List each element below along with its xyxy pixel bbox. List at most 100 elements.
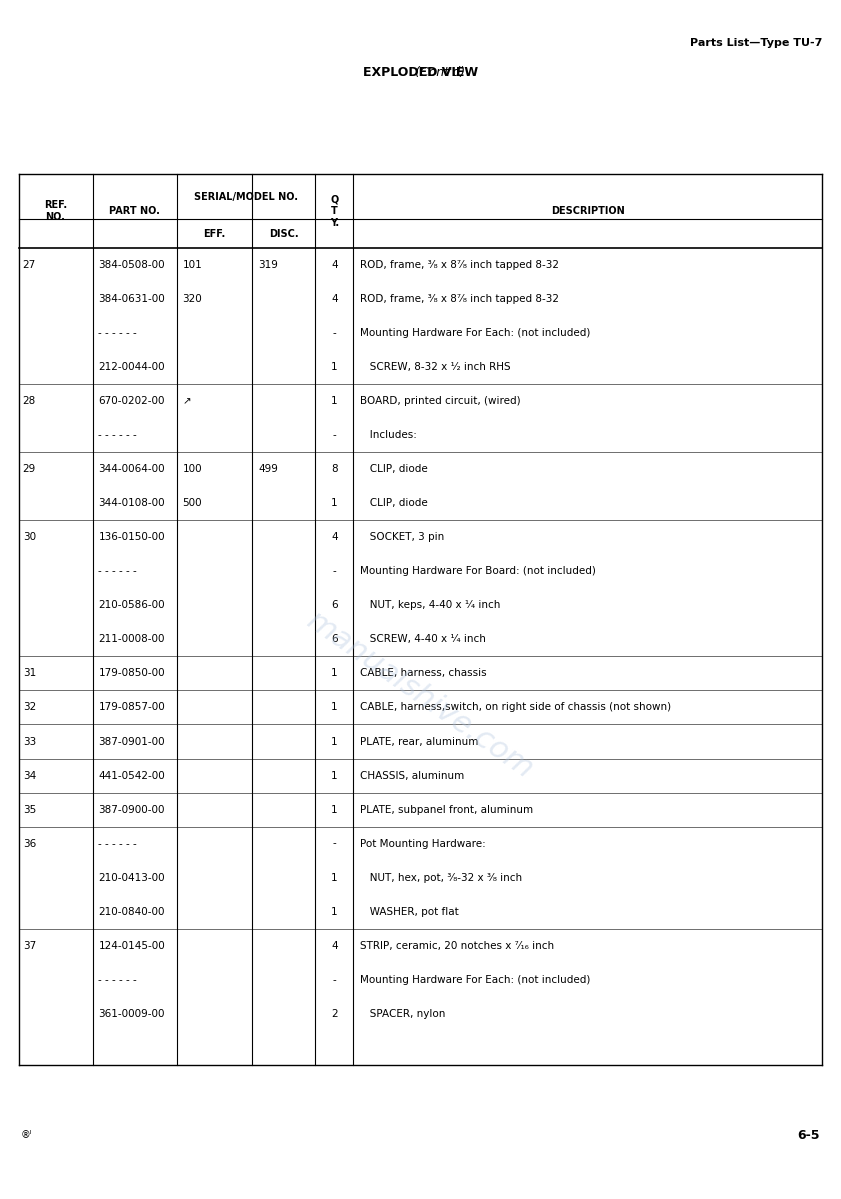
Text: 6: 6	[331, 601, 337, 610]
Text: Parts List—Type TU-7: Parts List—Type TU-7	[690, 38, 822, 48]
Text: 101: 101	[182, 260, 202, 270]
Text: ↗: ↗	[182, 397, 191, 406]
Text: 441-0542-00: 441-0542-00	[98, 771, 165, 781]
Text: 210-0413-00: 210-0413-00	[98, 873, 165, 882]
Text: 28: 28	[23, 397, 36, 406]
Text: 6-5: 6-5	[797, 1129, 820, 1143]
Text: 4: 4	[331, 260, 337, 270]
Text: CLIP, diode: CLIP, diode	[360, 464, 428, 475]
Text: 344-0064-00: 344-0064-00	[98, 464, 165, 475]
Text: 33: 33	[23, 736, 36, 747]
Text: 1: 1	[331, 499, 337, 508]
Text: 179-0850-00: 179-0850-00	[98, 669, 165, 679]
Text: 6: 6	[331, 634, 337, 644]
Text: PLATE, subpanel front, aluminum: PLATE, subpanel front, aluminum	[360, 805, 533, 814]
Text: SPACER, nylon: SPACER, nylon	[360, 1008, 446, 1019]
Text: Q
T
Y.: Q T Y.	[330, 194, 339, 228]
Text: EXPLODED VIEW: EXPLODED VIEW	[363, 66, 478, 79]
Text: 384-0631-00: 384-0631-00	[98, 294, 165, 305]
Text: 179-0857-00: 179-0857-00	[98, 703, 165, 712]
Text: 387-0900-00: 387-0900-00	[98, 805, 165, 814]
Text: 1: 1	[331, 669, 337, 679]
Text: 34: 34	[23, 771, 36, 781]
Text: 344-0108-00: 344-0108-00	[98, 499, 165, 508]
Text: WASHER, pot flat: WASHER, pot flat	[360, 906, 458, 916]
Text: - - - - - -: - - - - - -	[98, 329, 137, 338]
Text: CLIP, diode: CLIP, diode	[360, 499, 428, 508]
Text: Mounting Hardware For Each: (not included): Mounting Hardware For Each: (not include…	[360, 975, 590, 984]
Text: 1: 1	[331, 805, 337, 814]
Text: 211-0008-00: 211-0008-00	[98, 634, 165, 644]
Text: -: -	[332, 430, 336, 440]
Text: -: -	[332, 975, 336, 984]
Text: 499: 499	[258, 464, 278, 475]
Text: PLATE, rear, aluminum: PLATE, rear, aluminum	[360, 736, 479, 747]
Text: BOARD, printed circuit, (wired): BOARD, printed circuit, (wired)	[360, 397, 521, 406]
Text: 31: 31	[23, 669, 36, 679]
Text: 387-0901-00: 387-0901-00	[98, 736, 165, 747]
Text: 1: 1	[331, 362, 337, 372]
Text: SERIAL/MODEL NO.: SERIAL/MODEL NO.	[194, 192, 298, 201]
Text: 1: 1	[331, 771, 337, 781]
Text: CABLE, harness,switch, on right side of chassis (not shown): CABLE, harness,switch, on right side of …	[360, 703, 671, 712]
Text: -: -	[332, 838, 336, 849]
Text: ROD, frame, ³⁄₈ x 8⁷⁄₈ inch tapped 8-32: ROD, frame, ³⁄₈ x 8⁷⁄₈ inch tapped 8-32	[360, 260, 559, 270]
Text: 27: 27	[23, 260, 36, 270]
Text: 319: 319	[258, 260, 278, 270]
Text: - - - - - -: - - - - - -	[98, 838, 137, 849]
Text: STRIP, ceramic, 20 notches x ⁷⁄₁₆ inch: STRIP, ceramic, 20 notches x ⁷⁄₁₆ inch	[360, 941, 554, 951]
Text: 35: 35	[23, 805, 36, 814]
Text: - - - - - -: - - - - - -	[98, 975, 137, 984]
Text: 1: 1	[331, 906, 337, 916]
Text: 1: 1	[331, 736, 337, 747]
Text: ROD, frame, ³⁄₈ x 8⁷⁄₈ inch tapped 8-32: ROD, frame, ³⁄₈ x 8⁷⁄₈ inch tapped 8-32	[360, 294, 559, 305]
Text: Mounting Hardware For Each: (not included): Mounting Hardware For Each: (not include…	[360, 329, 590, 338]
Text: - - - - - -: - - - - - -	[98, 566, 137, 577]
Text: 124-0145-00: 124-0145-00	[98, 941, 165, 951]
Text: 29: 29	[23, 464, 36, 475]
Text: 500: 500	[182, 499, 202, 508]
Text: -: -	[332, 566, 336, 577]
Text: CABLE, harness, chassis: CABLE, harness, chassis	[360, 669, 487, 679]
Text: 37: 37	[23, 941, 36, 951]
Text: Mounting Hardware For Board: (not included): Mounting Hardware For Board: (not includ…	[360, 566, 595, 577]
Text: 36: 36	[23, 838, 36, 849]
Text: SCREW, 4-40 x ¹⁄₄ inch: SCREW, 4-40 x ¹⁄₄ inch	[360, 634, 486, 644]
Text: 30: 30	[23, 532, 36, 542]
Text: 136-0150-00: 136-0150-00	[98, 532, 165, 542]
Text: 1: 1	[331, 703, 337, 712]
Text: 320: 320	[182, 294, 202, 305]
Text: 4: 4	[331, 294, 337, 305]
Text: REF.
NO.: REF. NO.	[44, 200, 67, 222]
Text: DISC.: DISC.	[269, 229, 299, 239]
Text: - - - - - -: - - - - - -	[98, 430, 137, 440]
Text: 8: 8	[331, 464, 337, 475]
Text: 670-0202-00: 670-0202-00	[98, 397, 165, 406]
Text: 361-0009-00: 361-0009-00	[98, 1008, 165, 1019]
Text: SCREW, 8-32 x ¹⁄₂ inch RHS: SCREW, 8-32 x ¹⁄₂ inch RHS	[360, 362, 510, 372]
Text: DESCRIPTION: DESCRIPTION	[551, 206, 625, 216]
Text: 210-0840-00: 210-0840-00	[98, 906, 165, 916]
Text: manualshive.com: manualshive.com	[302, 607, 539, 784]
Text: EFF.: EFF.	[204, 229, 225, 239]
Text: 210-0586-00: 210-0586-00	[98, 601, 165, 610]
Text: 32: 32	[23, 703, 36, 712]
Text: ®ᴵ: ®ᴵ	[21, 1129, 33, 1139]
Text: NUT, keps, 4-40 x ¹⁄₄ inch: NUT, keps, 4-40 x ¹⁄₄ inch	[360, 601, 500, 610]
Text: (Cont'd): (Cont'd)	[375, 66, 466, 79]
Text: -: -	[332, 329, 336, 338]
Text: 4: 4	[331, 532, 337, 542]
Text: Pot Mounting Hardware:: Pot Mounting Hardware:	[360, 838, 486, 849]
Text: NUT, hex, pot, ³⁄₈-32 x ³⁄₈ inch: NUT, hex, pot, ³⁄₈-32 x ³⁄₈ inch	[360, 873, 522, 882]
Text: 1: 1	[331, 873, 337, 882]
Text: 384-0508-00: 384-0508-00	[98, 260, 165, 270]
Text: SOCKET, 3 pin: SOCKET, 3 pin	[360, 532, 444, 542]
Text: CHASSIS, aluminum: CHASSIS, aluminum	[360, 771, 464, 781]
Text: PART NO.: PART NO.	[109, 206, 160, 216]
Text: 2: 2	[331, 1008, 337, 1019]
Text: 1: 1	[331, 397, 337, 406]
Text: 100: 100	[182, 464, 202, 475]
Text: 212-0044-00: 212-0044-00	[98, 362, 165, 372]
Text: Includes:: Includes:	[360, 430, 417, 440]
Text: 4: 4	[331, 941, 337, 951]
